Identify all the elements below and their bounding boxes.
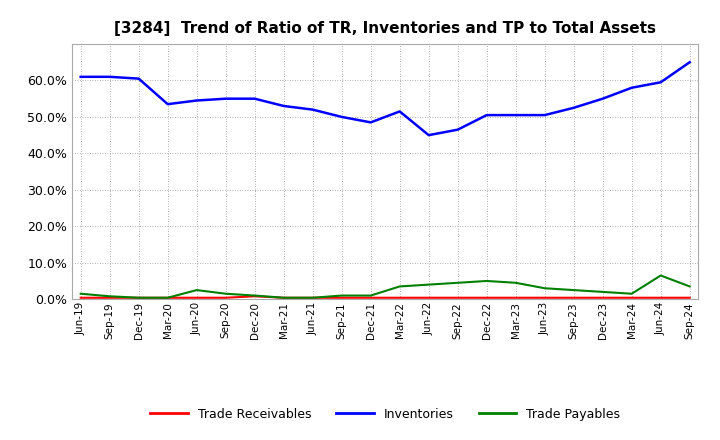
Title: [3284]  Trend of Ratio of TR, Inventories and TP to Total Assets: [3284] Trend of Ratio of TR, Inventories…: [114, 21, 656, 36]
Legend: Trade Receivables, Inventories, Trade Payables: Trade Receivables, Inventories, Trade Pa…: [145, 403, 625, 425]
